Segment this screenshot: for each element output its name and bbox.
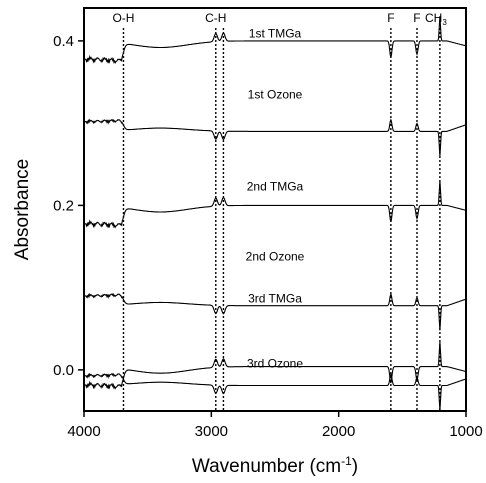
y-tick-label: 0.2 <box>53 197 74 214</box>
marker-label: F <box>387 11 394 25</box>
y-tick-label: 0.0 <box>53 362 74 379</box>
plot-frame <box>84 8 466 411</box>
marker-label: O-H <box>112 11 134 25</box>
series-label: 1st TMGa <box>249 27 302 41</box>
series-label: 3rd TMGa <box>248 291 302 305</box>
marker-lines <box>123 28 439 411</box>
spectrum-line <box>84 120 466 156</box>
marker-label: F <box>413 11 420 25</box>
series-label: 2nd TMGa <box>247 180 304 194</box>
y-axis-title: Absorbance <box>12 159 33 260</box>
series-label: 2nd Ozone <box>246 249 305 263</box>
series-label: 3rd Ozone <box>247 356 303 370</box>
spectra <box>84 16 466 410</box>
spectrum-line <box>84 374 466 411</box>
marker-label: C-H <box>205 11 226 25</box>
x-tick-label: 4000 <box>67 423 100 440</box>
x-tick-label: 2000 <box>322 423 355 440</box>
series-label: 1st Ozone <box>248 87 303 101</box>
x-tick-label: 1000 <box>449 423 482 440</box>
chart-labels: O-H C-H F F CH3 1st TMGa 1st Ozone 2nd TMGa 2nd … <box>112 11 447 370</box>
x-axis-title: Wavenumber (cm-1) <box>192 454 358 477</box>
y-tick-label: 0.4 <box>53 33 74 50</box>
marker-label: CH3 <box>425 11 447 27</box>
x-tick-label: 3000 <box>195 423 228 440</box>
